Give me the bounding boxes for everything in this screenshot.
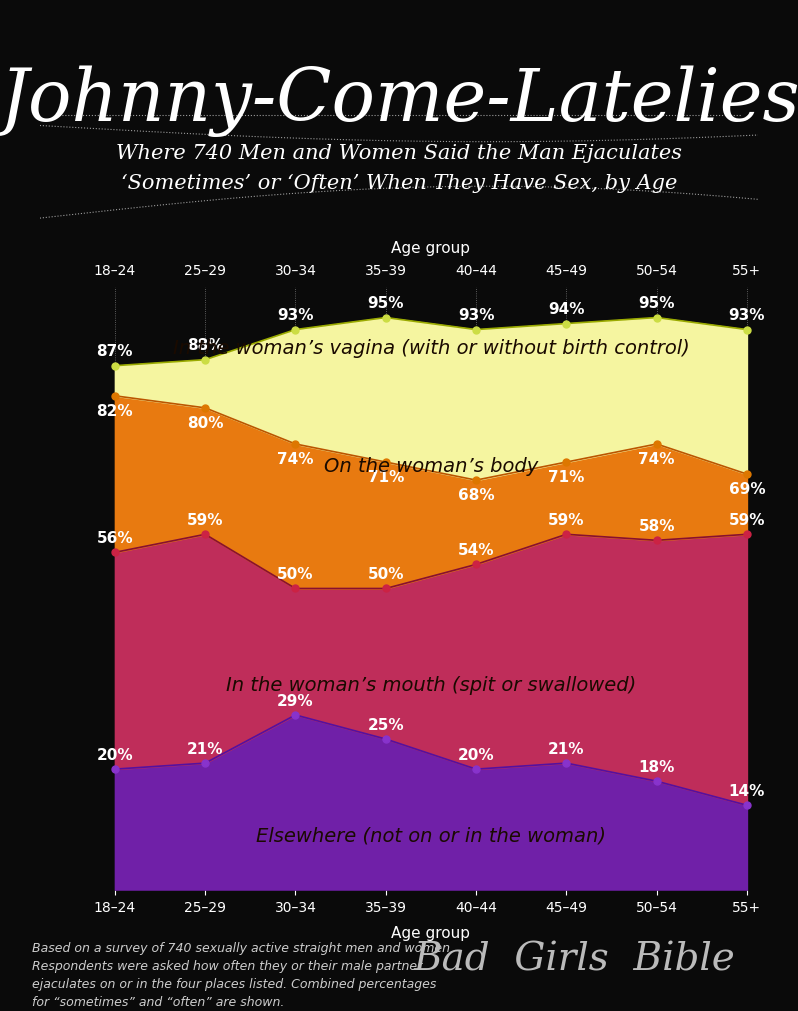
Text: 95%: 95% — [368, 296, 404, 311]
X-axis label: Age group: Age group — [392, 925, 470, 940]
Text: 80%: 80% — [187, 416, 223, 431]
Text: On the woman’s body: On the woman’s body — [324, 456, 538, 475]
Text: 50%: 50% — [277, 567, 314, 581]
Text: 20%: 20% — [97, 747, 133, 762]
Text: 21%: 21% — [187, 741, 223, 756]
Text: 20%: 20% — [458, 747, 495, 762]
Text: 14%: 14% — [729, 784, 765, 799]
Text: Elsewhere (not on or in the woman): Elsewhere (not on or in the woman) — [256, 826, 606, 845]
Text: Based on a survey of 740 sexually active straight men and women.
Respondents wer: Based on a survey of 740 sexually active… — [32, 941, 454, 1008]
Text: 68%: 68% — [458, 488, 495, 502]
Text: Johnny-Come-Latelies: Johnny-Come-Latelies — [0, 66, 798, 137]
Text: 71%: 71% — [548, 470, 585, 485]
Text: 82%: 82% — [97, 403, 133, 419]
Text: 88%: 88% — [187, 338, 223, 353]
Text: 29%: 29% — [277, 693, 314, 708]
Text: 74%: 74% — [638, 452, 675, 467]
Text: 95%: 95% — [638, 296, 675, 311]
Text: 71%: 71% — [368, 470, 404, 485]
Text: ‘Sometimes’ or ‘Often’ When They Have Sex, by Age: ‘Sometimes’ or ‘Often’ When They Have Se… — [120, 174, 678, 193]
X-axis label: Age group: Age group — [392, 241, 470, 256]
Text: 59%: 59% — [548, 513, 585, 528]
Text: 94%: 94% — [548, 302, 585, 317]
Text: Where 740 Men and Women Said the Man Ejaculates: Where 740 Men and Women Said the Man Eja… — [116, 144, 682, 163]
Text: 18%: 18% — [638, 759, 675, 774]
Text: 87%: 87% — [97, 344, 133, 359]
Text: Bad  Girls  Bible: Bad Girls Bible — [413, 940, 736, 978]
Text: 74%: 74% — [277, 452, 314, 467]
Text: In the woman’s vagina (with or without birth control): In the woman’s vagina (with or without b… — [172, 339, 689, 358]
Text: 25%: 25% — [367, 717, 404, 732]
Text: 21%: 21% — [548, 741, 585, 756]
Text: 58%: 58% — [638, 519, 675, 534]
Text: In the woman’s mouth (spit or swallowed): In the woman’s mouth (spit or swallowed) — [226, 675, 636, 695]
Text: 59%: 59% — [729, 513, 765, 528]
Text: 50%: 50% — [368, 567, 404, 581]
Text: 56%: 56% — [97, 531, 133, 546]
Text: 93%: 93% — [458, 308, 494, 324]
Text: 59%: 59% — [187, 513, 223, 528]
Text: 93%: 93% — [729, 308, 765, 324]
Text: 54%: 54% — [458, 543, 494, 558]
Text: 93%: 93% — [277, 308, 314, 324]
Text: 69%: 69% — [729, 482, 765, 496]
